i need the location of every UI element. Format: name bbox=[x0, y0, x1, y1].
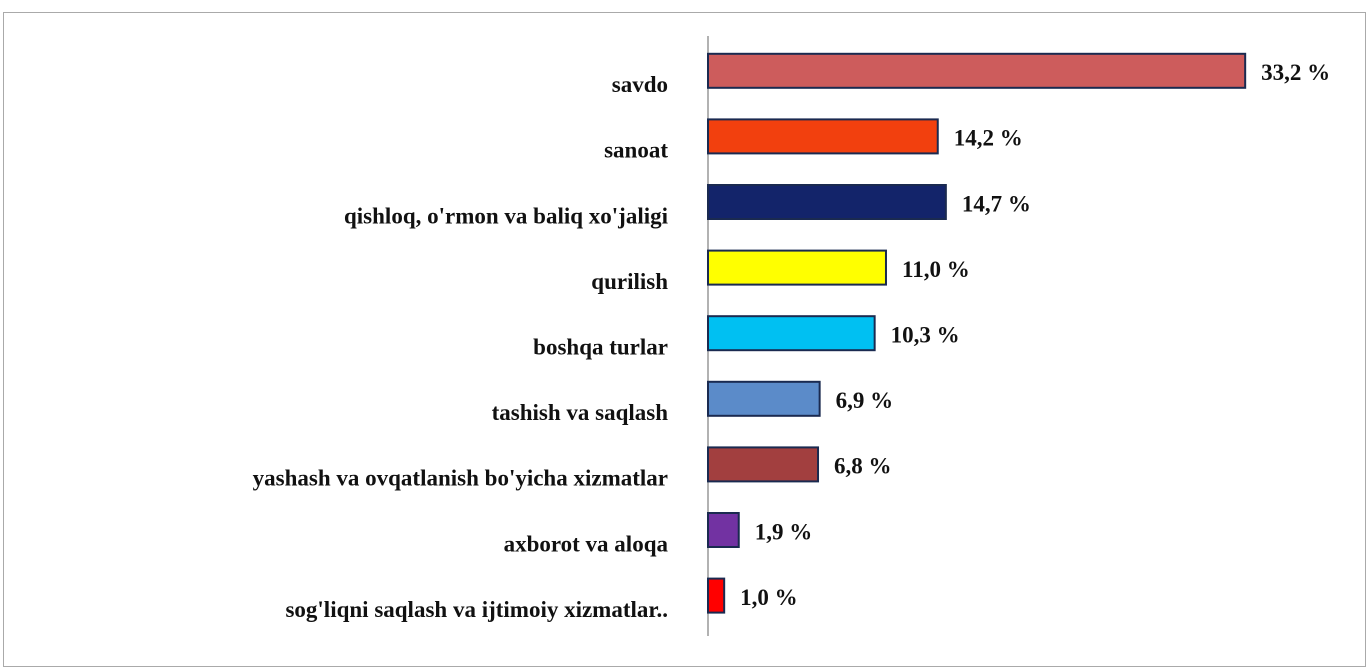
value-label: 1,0 % bbox=[740, 585, 798, 610]
bar bbox=[707, 446, 820, 483]
category-label: savdo bbox=[612, 72, 668, 97]
bar bbox=[707, 249, 887, 286]
category-label: boshqa turlar bbox=[533, 334, 668, 359]
category-label: tashish va saqlash bbox=[492, 400, 669, 425]
value-label: 6,8 % bbox=[834, 454, 892, 479]
category-label: axborot va aloqa bbox=[504, 531, 669, 556]
category-label: yashash va ovqatlanish bo'yicha xizmatla… bbox=[253, 466, 668, 491]
value-label: 33,2 % bbox=[1261, 60, 1330, 85]
value-label: 6,9 % bbox=[836, 388, 894, 413]
bar bbox=[707, 184, 947, 220]
bar bbox=[707, 577, 726, 614]
value-label: 10,3 % bbox=[891, 322, 960, 347]
bar bbox=[707, 315, 876, 352]
chart-frame bbox=[3, 12, 1366, 667]
category-label: qurilish bbox=[591, 269, 668, 294]
bar bbox=[707, 118, 939, 155]
value-label: 14,7 % bbox=[962, 191, 1031, 216]
value-label: 11,0 % bbox=[902, 257, 970, 282]
bar bbox=[707, 512, 740, 548]
value-label: 1,9 % bbox=[755, 519, 813, 544]
value-label: 14,2 % bbox=[954, 126, 1023, 151]
bar bbox=[707, 52, 1247, 89]
category-label: sanoat bbox=[604, 138, 668, 163]
bar bbox=[707, 380, 821, 417]
category-label: sog'liqni saqlash va ijtimoiy xizmatlar.… bbox=[285, 597, 668, 622]
category-label: qishloq, o'rmon va baliq xo'jaligi bbox=[344, 203, 669, 228]
